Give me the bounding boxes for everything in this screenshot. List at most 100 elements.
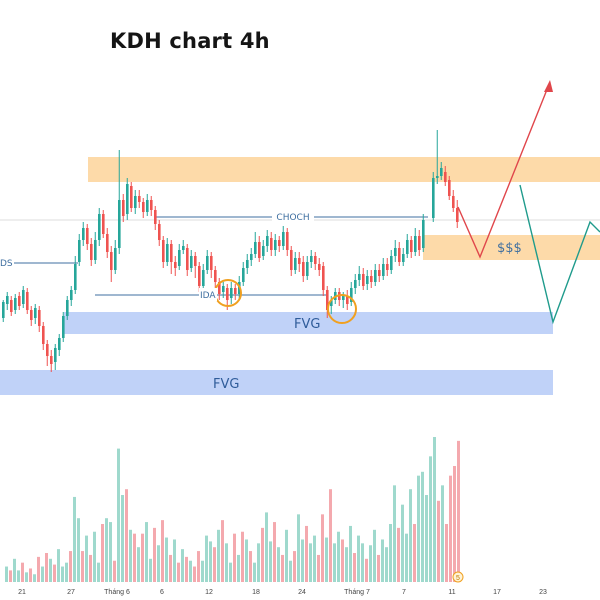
- candle-body: [170, 244, 173, 262]
- volume-bar: [453, 466, 456, 582]
- candle-body: [62, 316, 65, 338]
- volume-bar: [165, 537, 168, 582]
- candle-body: [410, 240, 413, 252]
- candle: [118, 150, 121, 254]
- bullish-projection-path: [457, 81, 551, 259]
- volume-bar: [357, 535, 360, 582]
- volume-bar: [69, 551, 72, 582]
- volume-bar: [445, 524, 448, 582]
- candle: [154, 206, 157, 230]
- candle-body: [138, 196, 141, 202]
- candles: [2, 130, 459, 372]
- volume-bar: [193, 566, 196, 582]
- candle-body: [306, 262, 309, 276]
- candle: [202, 264, 205, 290]
- candle: [34, 304, 37, 324]
- volume-bar: [309, 543, 312, 582]
- candle-body: [452, 196, 455, 208]
- candle: [440, 162, 443, 180]
- volume-bar: [293, 551, 296, 582]
- bos-label: DS: [0, 259, 13, 269]
- volume-bar: [297, 514, 300, 582]
- x-tick-label: 24: [298, 589, 306, 596]
- candle: [254, 232, 257, 258]
- candle: [98, 208, 101, 246]
- candle-body: [106, 234, 109, 252]
- bullish-arrowhead: [544, 80, 553, 92]
- candle-body: [266, 236, 269, 246]
- candle-body: [158, 224, 161, 240]
- candle: [390, 250, 393, 274]
- volume-bar: [365, 558, 368, 582]
- x-axis-ticks: 21 27 Tháng 6 6 12 18 24 Tháng 7 7 11 17 23: [18, 589, 547, 596]
- candle: [346, 290, 349, 310]
- candle-body: [210, 256, 213, 270]
- volume-bar: [305, 525, 308, 582]
- candle: [122, 194, 125, 222]
- volume-bar: [237, 554, 240, 582]
- candle: [102, 210, 105, 238]
- candle: [456, 200, 459, 228]
- volume-bar: [317, 554, 320, 582]
- volume-bar: [101, 524, 104, 582]
- x-tick-label: 27: [67, 589, 75, 596]
- candle: [162, 236, 165, 268]
- candle-body: [418, 236, 421, 250]
- candle: [234, 284, 237, 300]
- candle-body: [110, 252, 113, 270]
- alert-badge[interactable]: [452, 571, 464, 583]
- candle-body: [42, 326, 45, 344]
- volume-bar: [177, 562, 180, 582]
- candle: [314, 252, 317, 270]
- supply-zone-top: [88, 157, 600, 182]
- volume-bar: [117, 448, 120, 582]
- candle: [58, 334, 61, 356]
- candle-body: [246, 260, 249, 268]
- volume-bar: [257, 543, 260, 582]
- volume-bar: [21, 562, 24, 582]
- volume-bar: [77, 518, 80, 582]
- candle-body: [354, 280, 357, 288]
- candle-body: [26, 292, 29, 310]
- candle: [46, 340, 49, 366]
- candle: [452, 190, 455, 212]
- volume-bar: [313, 535, 316, 582]
- candle: [350, 282, 353, 306]
- candle: [138, 190, 141, 208]
- volume-bar: [261, 527, 264, 582]
- volume-bar: [85, 535, 88, 582]
- candle: [110, 246, 113, 282]
- sweep-marker-circle: [327, 294, 357, 324]
- candle: [448, 176, 451, 200]
- volume-bar: [325, 537, 328, 582]
- volume-bar: [29, 568, 32, 582]
- candle: [194, 252, 197, 278]
- candle: [290, 246, 293, 276]
- candle: [322, 262, 325, 296]
- volume-bar: [233, 533, 236, 582]
- candle-body: [262, 246, 265, 256]
- volume-bar: [285, 529, 288, 582]
- ida-label-bg: [199, 288, 217, 301]
- candle-body: [70, 290, 73, 300]
- candle: [170, 240, 173, 274]
- volume-bar: [185, 556, 188, 582]
- candle: [444, 166, 447, 186]
- candle-body: [436, 176, 439, 178]
- volume-bar: [401, 504, 404, 582]
- volume-bar: [417, 475, 420, 582]
- volume-bar: [301, 539, 304, 582]
- volume-bar: [269, 541, 272, 582]
- fvg-lower-label: FVG: [213, 377, 239, 392]
- candle-body: [58, 338, 61, 350]
- volume-bar: [97, 562, 100, 582]
- candle-body: [366, 276, 369, 284]
- alert-badge-label: 5: [456, 575, 460, 582]
- volume-bar: [281, 554, 284, 582]
- candle-body: [448, 180, 451, 196]
- candle: [338, 288, 341, 306]
- volume-bar: [273, 522, 276, 582]
- candle-body: [402, 254, 405, 262]
- candle-body: [286, 232, 289, 250]
